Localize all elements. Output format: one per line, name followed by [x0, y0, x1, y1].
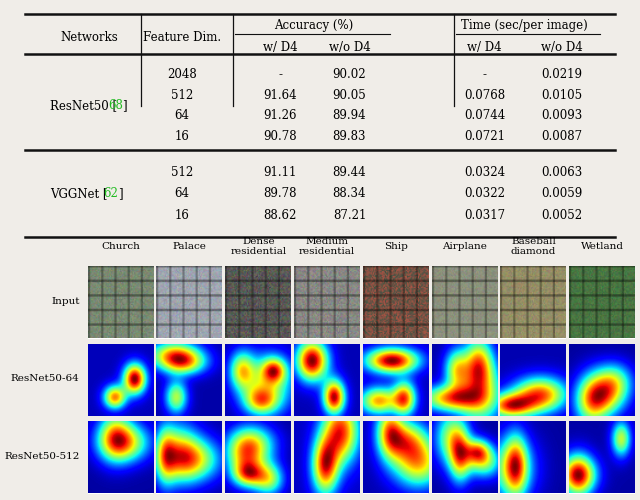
- Text: 512: 512: [171, 166, 193, 178]
- Text: w/o D4: w/o D4: [328, 40, 371, 54]
- Text: 89.44: 89.44: [333, 166, 366, 178]
- Text: Ship: Ship: [384, 242, 408, 252]
- Text: 62: 62: [104, 187, 118, 200]
- Text: Airplane: Airplane: [442, 242, 487, 252]
- Text: 512: 512: [171, 88, 193, 102]
- Text: 91.64: 91.64: [263, 88, 297, 102]
- Text: 89.94: 89.94: [333, 109, 366, 122]
- Text: 88.34: 88.34: [333, 187, 366, 200]
- Text: 90.02: 90.02: [333, 68, 366, 82]
- Text: 68: 68: [108, 99, 123, 112]
- Text: 16: 16: [174, 208, 189, 222]
- Text: Dense
residential: Dense residential: [230, 237, 287, 256]
- Text: 64: 64: [174, 187, 189, 200]
- Text: -: -: [278, 68, 282, 82]
- Text: ResNet50 [: ResNet50 [: [50, 99, 116, 112]
- Text: 87.21: 87.21: [333, 208, 366, 222]
- Text: w/ D4: w/ D4: [263, 40, 298, 54]
- Text: Baseball
diamond: Baseball diamond: [511, 237, 556, 256]
- Text: 0.0087: 0.0087: [541, 130, 582, 142]
- Text: 0.0322: 0.0322: [464, 187, 505, 200]
- Text: 0.0052: 0.0052: [541, 208, 582, 222]
- Text: ]: ]: [118, 187, 122, 200]
- Text: 0.0219: 0.0219: [541, 68, 582, 82]
- Text: Input: Input: [51, 296, 79, 306]
- Text: 90.05: 90.05: [333, 88, 366, 102]
- Text: VGGNet [: VGGNet [: [50, 187, 107, 200]
- Text: 16: 16: [174, 130, 189, 142]
- Text: w/ D4: w/ D4: [467, 40, 502, 54]
- Text: 0.0768: 0.0768: [464, 88, 505, 102]
- Text: Palace: Palace: [173, 242, 207, 252]
- Text: Time (sec/per image): Time (sec/per image): [461, 19, 588, 32]
- Text: -: -: [483, 68, 486, 82]
- Text: 0.0063: 0.0063: [541, 166, 582, 178]
- Text: Accuracy (%): Accuracy (%): [274, 19, 353, 32]
- Text: Feature Dim.: Feature Dim.: [143, 31, 221, 44]
- Text: 64: 64: [174, 109, 189, 122]
- Text: 89.78: 89.78: [263, 187, 297, 200]
- Text: Church: Church: [101, 242, 140, 252]
- Text: ResNet50-64: ResNet50-64: [11, 374, 79, 383]
- Text: 0.0093: 0.0093: [541, 109, 582, 122]
- Text: 2048: 2048: [167, 68, 196, 82]
- Text: 0.0324: 0.0324: [464, 166, 505, 178]
- Text: 91.11: 91.11: [264, 166, 297, 178]
- Text: 0.0105: 0.0105: [541, 88, 582, 102]
- Text: 88.62: 88.62: [264, 208, 297, 222]
- Text: 0.0059: 0.0059: [541, 187, 582, 200]
- Text: Medium
residential: Medium residential: [299, 237, 355, 256]
- Text: 91.26: 91.26: [263, 109, 297, 122]
- Text: Wetland: Wetland: [581, 242, 624, 252]
- Text: 89.83: 89.83: [333, 130, 366, 142]
- Text: 90.78: 90.78: [263, 130, 297, 142]
- Text: ]: ]: [122, 99, 127, 112]
- Text: 0.0317: 0.0317: [464, 208, 505, 222]
- Text: ResNet50-512: ResNet50-512: [4, 452, 79, 461]
- Text: 0.0744: 0.0744: [464, 109, 506, 122]
- Text: w/o D4: w/o D4: [541, 40, 582, 54]
- Text: 0.0721: 0.0721: [464, 130, 505, 142]
- Text: Networks: Networks: [61, 31, 118, 44]
